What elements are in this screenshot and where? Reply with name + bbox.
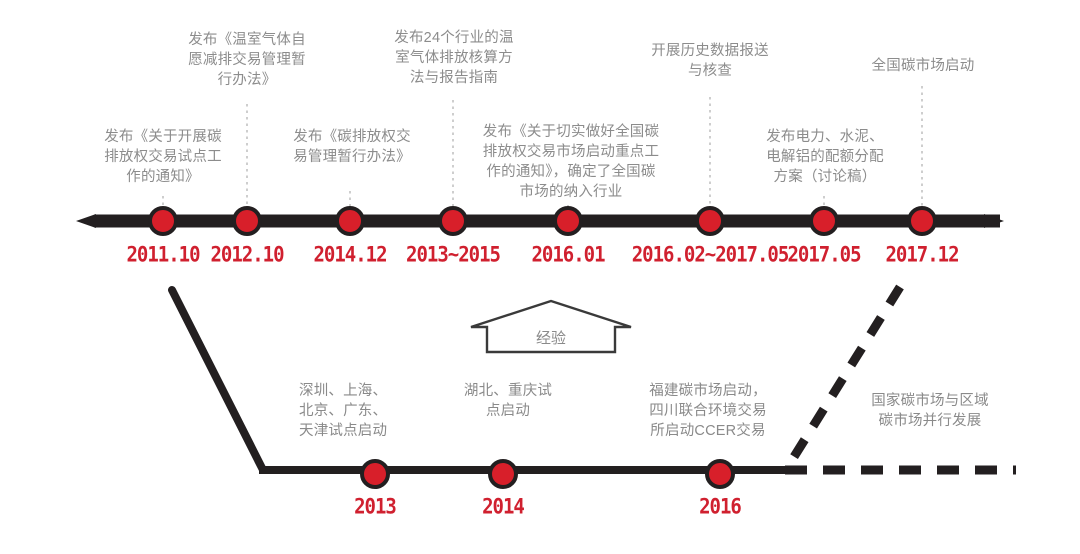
timeline-note: 开展历史数据报送 与核查 xyxy=(651,43,769,79)
timeline-note: 发布电力、水泥、 电解铝的配额分配 方案（讨论稿） xyxy=(766,129,884,185)
future-dashed-branch xyxy=(783,284,1016,475)
timeline-note: 福建碳市场启动， 四川联合环境交易 所启动CCER交易 xyxy=(649,383,767,439)
future-note: 国家碳市场与区域 碳市场并行发展 xyxy=(871,393,989,429)
timeline-node[interactable] xyxy=(695,206,725,236)
timeline-date: 2013~2015 xyxy=(406,242,501,268)
timeline-node[interactable] xyxy=(360,459,390,489)
timeline-date: 2016.01 xyxy=(531,242,605,268)
timeline-note: 发布《关于切实做好全国碳 排放权交易市场启动重点工 作的通知》，确定了全国碳 市… xyxy=(482,124,660,200)
timeline-date: 2016 xyxy=(699,494,742,520)
top-timeline-axis xyxy=(76,214,1004,228)
timeline-node[interactable] xyxy=(553,206,583,236)
timeline-node[interactable] xyxy=(335,206,365,236)
timeline-date: 2014 xyxy=(482,494,525,520)
timeline-date: 2017.12 xyxy=(885,242,959,268)
timeline-note: 湖北、重庆试 点启动 xyxy=(463,383,553,419)
timeline-date: 2016.02~2017.05 xyxy=(631,242,790,268)
timeline-node[interactable] xyxy=(705,459,735,489)
experience-arrow-label: 经验 xyxy=(535,330,566,347)
experience-arrow xyxy=(470,299,632,354)
timeline-note: 全国碳市场启动 xyxy=(871,58,975,74)
timeline-node[interactable] xyxy=(438,206,468,236)
timeline-date: 2017.05 xyxy=(787,242,861,268)
timeline-note: 深圳、上海、 北京、广东、 天津试点启动 xyxy=(299,383,388,439)
timeline-node[interactable] xyxy=(809,206,839,236)
left-connector-line xyxy=(168,286,267,474)
timeline-date: 2014.12 xyxy=(313,242,387,268)
timeline-node[interactable] xyxy=(488,459,518,489)
timeline-date: 2011.10 xyxy=(126,242,200,268)
timeline-note: 发布《碳排放权交 易管理暂行办法》 xyxy=(293,129,411,165)
timeline-date: 2012.10 xyxy=(210,242,284,268)
timeline-note: 发布24个行业的温 室气体排放核算方 法与报告指南 xyxy=(394,30,514,86)
note-leader-lines xyxy=(162,86,923,208)
timeline-node[interactable] xyxy=(907,206,937,236)
timeline-node[interactable] xyxy=(232,206,262,236)
timeline-note: 发布《温室气体自 愿减排交易管理暂 行办法》 xyxy=(188,32,306,88)
timeline-node[interactable] xyxy=(148,206,178,236)
timeline-note: 发布《关于开展碳 排放权交易试点工 作的通知》 xyxy=(104,129,222,185)
timeline-date: 2013 xyxy=(354,494,397,520)
